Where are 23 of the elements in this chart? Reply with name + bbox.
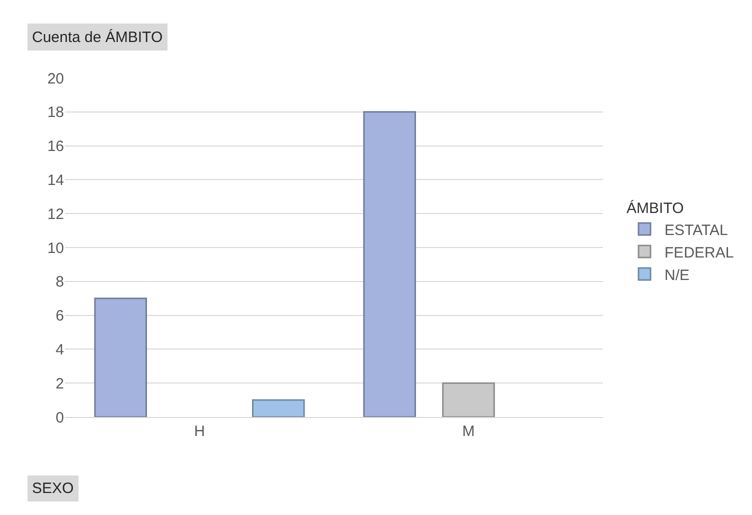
legend-label: FEDERAL xyxy=(664,244,734,262)
x-tick-label: M xyxy=(462,423,475,440)
bar xyxy=(252,399,305,417)
legend-title: ÁMBITO xyxy=(626,198,684,217)
y-tick-label: 20 xyxy=(47,70,64,88)
bar xyxy=(442,382,495,417)
y-tick-label: 10 xyxy=(47,240,64,257)
y-tick-label: 0 xyxy=(56,409,64,426)
chart-title: Cuenta de ÁMBITO xyxy=(32,28,163,46)
legend-label: N/E xyxy=(664,266,690,284)
y-tick-label: 16 xyxy=(47,138,64,156)
y-tick-label: 8 xyxy=(56,274,64,291)
y-tick-label: 2 xyxy=(56,375,64,392)
y-tick-label: 4 xyxy=(56,341,64,358)
bar xyxy=(94,298,147,417)
y-tick-label: 14 xyxy=(47,172,64,189)
legend-label: ESTATAL xyxy=(664,222,728,239)
y-tick-label: 6 xyxy=(56,308,64,325)
bar xyxy=(363,111,416,417)
y-tick-label: 18 xyxy=(47,104,64,122)
y-tick-label: 12 xyxy=(47,206,64,223)
x-tick-label: H xyxy=(194,423,205,440)
x-axis-title: SEXO xyxy=(32,480,74,497)
